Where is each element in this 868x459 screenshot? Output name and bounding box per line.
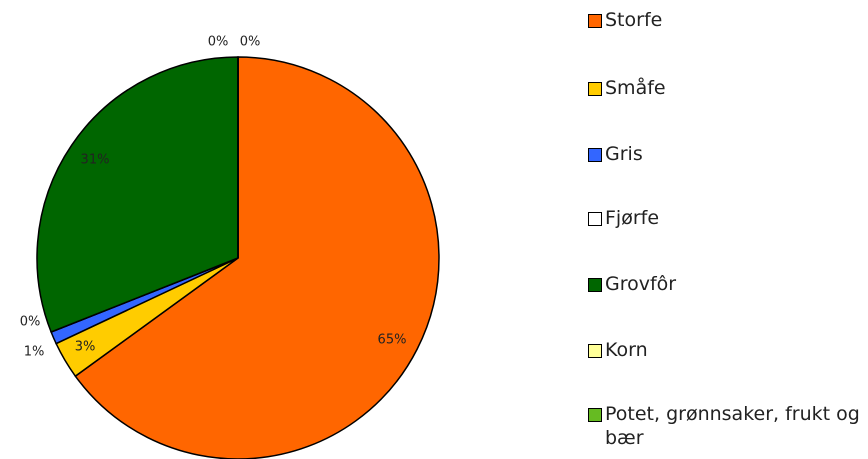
legend-swatch <box>588 344 602 358</box>
legend-label: Småfe <box>605 77 666 99</box>
data-label: 0% <box>20 315 41 330</box>
legend-item: Fjørfe <box>588 206 866 230</box>
data-label: 0% <box>240 35 261 50</box>
legend-label: Gris <box>605 143 643 165</box>
pie-slice <box>74 56 440 459</box>
legend-item: Korn <box>588 338 866 362</box>
data-label: 0% <box>208 35 229 50</box>
pie-slice <box>36 56 239 333</box>
legend-item: Gris <box>588 142 866 166</box>
data-label: 1% <box>24 345 45 360</box>
data-label: 65% <box>378 333 407 348</box>
legend-item: Potet, grønnsaker, frukt og bær <box>588 402 866 450</box>
data-label: 3% <box>75 340 96 355</box>
legend-swatch <box>588 212 602 226</box>
legend-swatch <box>588 14 602 28</box>
data-label: 31% <box>81 153 110 168</box>
legend-swatch <box>588 148 602 162</box>
legend-swatch <box>588 278 602 292</box>
legend-swatch <box>588 82 602 96</box>
legend-label: Potet, grønnsaker, frukt og bær <box>605 403 860 449</box>
legend-label: Fjørfe <box>605 207 660 229</box>
chart: 65% 3% 1% 0% 31% 0% 0% <box>20 35 440 459</box>
legend-item: Grovfôr <box>588 272 866 296</box>
legend-label: Korn <box>605 339 648 361</box>
legend-item: Småfe <box>588 76 866 100</box>
legend-label: Grovfôr <box>605 273 677 295</box>
legend-swatch <box>588 408 602 422</box>
legend-label: Storfe <box>605 9 663 31</box>
legend-item: Storfe <box>588 8 866 32</box>
